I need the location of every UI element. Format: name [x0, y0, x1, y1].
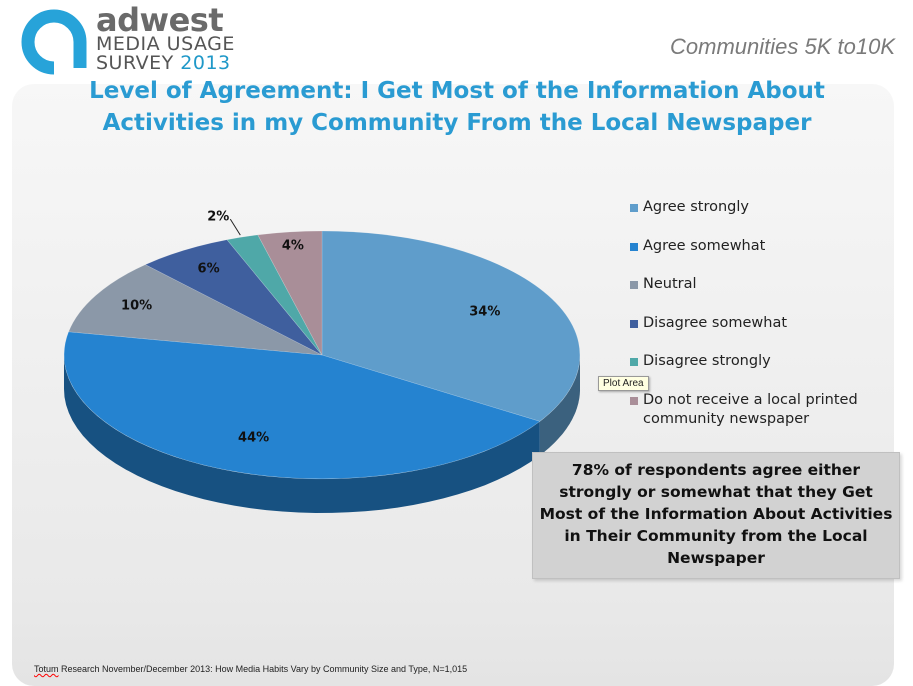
- legend-label-line: Disagree somewhat: [643, 314, 788, 331]
- legend-item: Agree somewhat: [630, 237, 890, 276]
- pie-slice-side: [64, 355, 540, 513]
- pie-slice[interactable]: [63, 331, 541, 480]
- legend-label-line: community newspaper: [643, 410, 810, 427]
- data-label: 34%: [469, 305, 500, 320]
- legend-label-line: Agree somewhat: [643, 237, 766, 254]
- page-subtitle: Communities 5K to10K: [670, 34, 895, 59]
- legend-swatch: [630, 242, 638, 251]
- data-label: 10%: [121, 299, 152, 314]
- legend-swatch: [630, 281, 638, 289]
- legend-label: Neutral: [643, 275, 883, 294]
- legend-swatch: [630, 396, 638, 405]
- plot-area-tooltip: Plot Area: [598, 376, 649, 391]
- pie-slice[interactable]: [257, 230, 323, 356]
- pie-slice-side: [539, 355, 580, 456]
- chart-title: Level of Agreement: I Get Most of the In…: [40, 75, 874, 139]
- brand-survey: SURVEY: [96, 52, 174, 74]
- legend-label: Agree strongly: [643, 198, 883, 217]
- brand-name: adwest: [96, 1, 224, 39]
- brand-year: 2013: [180, 52, 231, 74]
- legend-item: Agree strongly: [630, 198, 890, 237]
- pie-slice[interactable]: [144, 239, 323, 356]
- summary-callout-line: Newspaper: [667, 549, 765, 567]
- summary-callout-line: 78% of respondents agree either: [571, 461, 861, 479]
- legend-label-line: Do not receive a local printed: [643, 391, 858, 408]
- source-prefix: Totum: [34, 664, 59, 674]
- data-label: 4%: [282, 238, 304, 253]
- brand-line-1: MEDIA USAGE: [96, 33, 235, 55]
- legend-label: Disagree strongly: [643, 352, 883, 371]
- pie-slice[interactable]: [68, 264, 323, 356]
- legend-item: Do not receive a local printed community …: [630, 391, 890, 430]
- legend-item: Disagree strongly: [630, 352, 890, 391]
- source-text: Research November/December 2013: How Med…: [58, 664, 468, 674]
- summary-callout-text: 78% of respondents agree either strongly …: [533, 459, 899, 569]
- legend-label-line: Agree strongly: [643, 199, 749, 215]
- legend-label: Agree somewhat: [643, 237, 883, 256]
- legend-label-line: Disagree strongly: [643, 353, 771, 369]
- legend-swatch: [630, 358, 638, 366]
- data-label: 2%: [207, 210, 229, 225]
- leader-line: [229, 218, 241, 236]
- legend-label-line: Neutral: [643, 276, 697, 292]
- pie-slice[interactable]: [321, 230, 581, 422]
- data-label: 44%: [238, 431, 269, 446]
- legend-swatch: [630, 319, 638, 328]
- logo: [14, 6, 264, 76]
- summary-callout-line: in Their Community from the Local: [564, 527, 868, 545]
- summary-callout-line: Most of the Information About Activities: [539, 505, 893, 523]
- source-footnote: Totum Research November/December 2013: H…: [34, 664, 467, 674]
- legend-item: Neutral: [630, 275, 890, 314]
- chart-legend: Agree strongly Agree somewhat Neutral Disag…: [630, 198, 890, 429]
- chart-title-line-1: Level of Agreement: I Get Most of the In…: [89, 78, 825, 104]
- legend-label: Disagree somewhat: [643, 314, 883, 333]
- summary-callout-line: strongly or somewhat that they Get: [559, 483, 873, 501]
- summary-callout: 78% of respondents agree either strongly …: [532, 452, 900, 579]
- legend-label: Do not receive a local printed community …: [643, 391, 883, 429]
- chart-title-line-2: Activities in my Community From the Loca…: [102, 110, 812, 136]
- data-label: 6%: [198, 262, 220, 277]
- legend-swatch: [630, 204, 638, 212]
- legend-item: Disagree somewhat: [630, 314, 890, 353]
- pie-slice[interactable]: [226, 234, 323, 356]
- logo-mark-icon: [21, 9, 87, 75]
- brand-line-2: SURVEY 2013: [96, 53, 231, 73]
